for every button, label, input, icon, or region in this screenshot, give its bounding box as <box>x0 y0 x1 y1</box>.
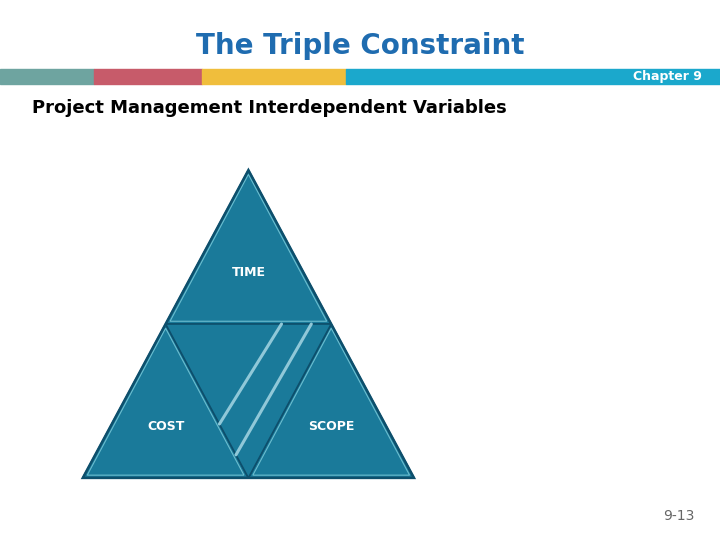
Text: TIME: TIME <box>231 266 266 279</box>
Bar <box>94 69 202 84</box>
Text: 9-13: 9-13 <box>663 509 695 523</box>
Bar <box>0 69 94 84</box>
Text: Chapter 9: Chapter 9 <box>633 70 702 83</box>
Polygon shape <box>87 328 244 475</box>
Text: SCOPE: SCOPE <box>308 420 354 433</box>
Polygon shape <box>83 324 248 478</box>
Polygon shape <box>253 328 410 475</box>
Text: The Triple Constraint: The Triple Constraint <box>196 32 524 60</box>
Bar <box>346 69 720 84</box>
Text: COST: COST <box>147 420 184 433</box>
Polygon shape <box>170 174 327 321</box>
Polygon shape <box>166 170 331 324</box>
Text: Project Management Interdependent Variables: Project Management Interdependent Variab… <box>32 99 507 117</box>
Polygon shape <box>248 324 414 478</box>
Bar <box>202 69 346 84</box>
Polygon shape <box>166 324 331 478</box>
